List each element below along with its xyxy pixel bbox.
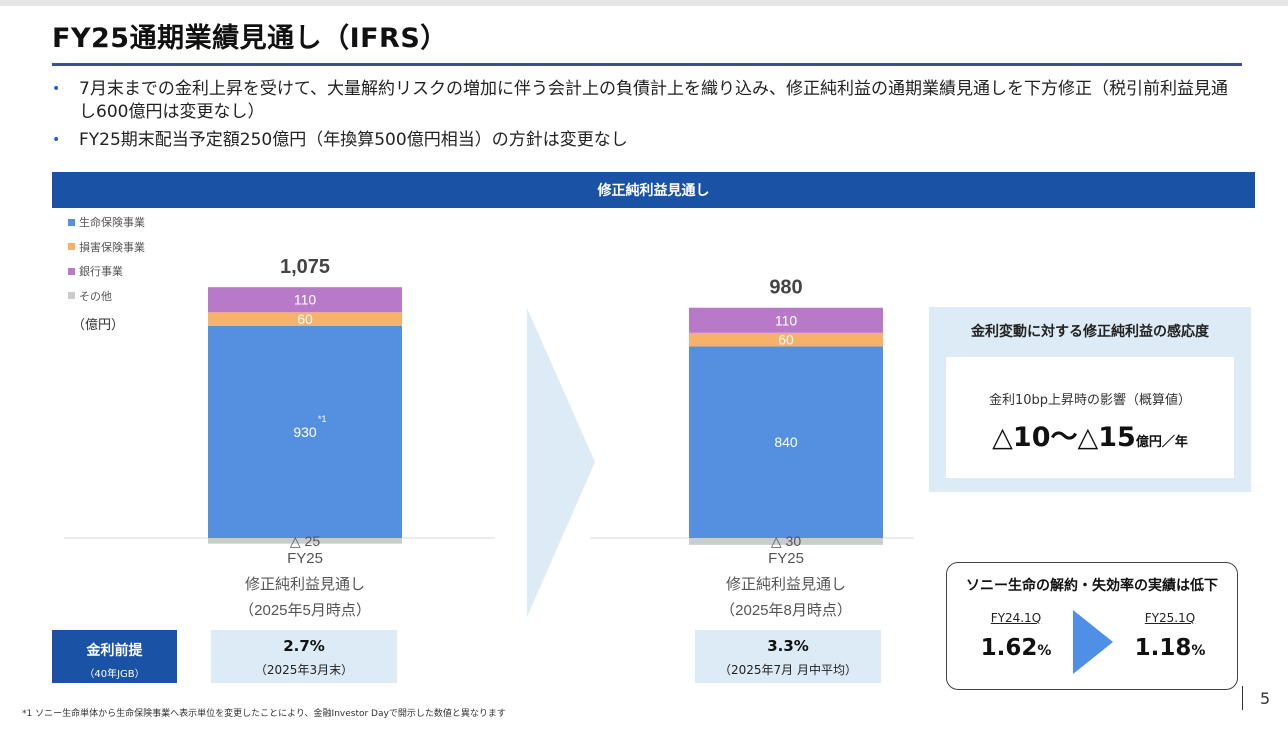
legend-swatch [68, 292, 75, 300]
rate-premise-may: 2.7% （2025年3月末） [211, 630, 397, 683]
legend-label: 損害保険事業 [79, 240, 145, 254]
legend-item: 損害保険事業 [68, 235, 145, 260]
lapse-period: FY24.1Q [990, 611, 1042, 625]
legend-item: 銀行事業 [68, 259, 145, 284]
total-label: 1,075 [280, 256, 330, 278]
data-label: △ 25 [290, 533, 320, 549]
premise-title: 金利前提 [86, 643, 143, 659]
right-arrow-icon [1073, 610, 1113, 674]
premise-date: （2025年7月 月中平均） [719, 663, 857, 677]
category-label: 修正純利益見通し [726, 576, 846, 593]
data-label: 60 [778, 332, 794, 348]
sensitivity-title: 金利変動に対する修正純利益の感応度 [971, 324, 1209, 340]
rate-premise-aug: 3.3% （2025年7月 月中平均） [695, 630, 881, 683]
sensitivity-label: 金利10bp上昇時の影響（概算値） [988, 393, 1192, 408]
premise-date: （2025年3月末） [254, 663, 354, 677]
sensitivity-value: △10～△15 [992, 422, 1136, 453]
lapse-percent-sign: % [1037, 643, 1052, 659]
footnote: *1 ソニー生命単体から生命保険事業へ表示単位を変更したことにより、金融Inve… [22, 709, 506, 719]
bar-segment [208, 538, 402, 544]
sensitivity-value-line: △10～△15億円／年 [946, 415, 1234, 454]
lapse-value: 1.62% [961, 635, 1071, 661]
sensitivity-unit: 億円／年 [1135, 435, 1188, 450]
note-marker: *1 [318, 414, 327, 424]
legend-label: その他 [79, 289, 112, 303]
bar-segment [208, 325, 402, 538]
data-label: 110 [775, 312, 798, 328]
chart-legend: 生命保険事業 損害保険事業 銀行事業 その他 [68, 210, 145, 308]
page-title: FY25通期業績見通し（IFRS） [52, 23, 448, 54]
category-label: 修正純利益見通し [245, 576, 365, 593]
chevron-bg [527, 308, 596, 617]
legend-label: 生命保険事業 [79, 216, 145, 230]
bar-segment [208, 287, 402, 313]
data-label: 110 [294, 292, 317, 308]
lapse-period: FY25.1Q [1144, 611, 1196, 625]
legend-item: 生命保険事業 [68, 210, 145, 235]
bullet-list: • 7月末までの金利上昇を受けて、大量解約リスクの増加に伴う会計上の負債計上を織… [52, 78, 1242, 157]
lapse-after: FY25.1Q 1.18% [1115, 611, 1225, 661]
bar-segment [689, 538, 883, 545]
data-label: 60 [297, 311, 313, 327]
lapse-rate-panel: ソニー生命の解約・失効率の実績は低下 FY24.1Q 1.62% FY25.1Q… [946, 562, 1238, 690]
legend-swatch [68, 267, 75, 275]
category-label: FY25 [768, 550, 804, 567]
total-label: 980 [769, 277, 802, 299]
legend-label: 銀行事業 [79, 265, 123, 279]
legend-swatch [68, 243, 75, 251]
bullet-text: FY25期末配当予定額250億円（年換算500億円相当）の方針は変更なし [79, 130, 628, 150]
data-label: 840 [774, 434, 798, 450]
category-label: FY25 [287, 550, 323, 567]
bar-segment [689, 346, 883, 538]
bar-segment [689, 307, 883, 333]
lapse-percent-sign: % [1191, 643, 1206, 659]
legend-item: その他 [68, 284, 145, 309]
chevron-arrow-icon [527, 308, 595, 617]
premise-rate: 3.3% [767, 637, 809, 655]
sensitivity-panel: 金利変動に対する修正純利益の感応度 金利10bp上昇時の影響（概算値） △10～… [929, 307, 1251, 492]
bar-segment [208, 312, 402, 326]
bullet-text: 7月末までの金利上昇を受けて、大量解約リスクの増加に伴う会計上の負債計上を織り込… [79, 79, 1228, 122]
bullet-dot-icon: • [52, 81, 61, 97]
unit-label: （億円） [72, 318, 125, 333]
category-label: （2025年5月時点） [239, 602, 371, 619]
lapse-title: ソニー生命の解約・失効率の実績は低下 [966, 578, 1218, 594]
page-number: 5 [1260, 689, 1271, 708]
title-rule [52, 63, 1242, 66]
lapse-value: 1.18% [1115, 635, 1225, 661]
legend-swatch [68, 218, 75, 226]
premise-rate: 2.7% [283, 637, 325, 655]
lapse-before: FY24.1Q 1.62% [961, 611, 1071, 661]
chart-banner: 修正純利益見通し [52, 172, 1255, 208]
sensitivity-card: 金利10bp上昇時の影響（概算値） △10～△15億円／年 [946, 357, 1234, 478]
category-label: （2025年8月時点） [720, 602, 852, 619]
data-label: △ 30 [771, 533, 801, 549]
premise-subtitle: （40年JGB） [84, 669, 145, 680]
page-separator [1242, 686, 1243, 710]
bullet-item: • FY25期末配当予定額250億円（年換算500億円相当）の方針は変更なし [52, 129, 1242, 152]
lapse-number: 1.18 [1134, 635, 1192, 661]
rate-premise-label: 金利前提 （40年JGB） [52, 630, 177, 683]
data-label: 930 [293, 424, 317, 440]
lapse-number: 1.62 [980, 635, 1038, 661]
bullet-item: • 7月末までの金利上昇を受けて、大量解約リスクの増加に伴う会計上の負債計上を織… [52, 78, 1242, 124]
bar-segment [689, 332, 883, 347]
bullet-dot-icon: • [52, 132, 61, 148]
